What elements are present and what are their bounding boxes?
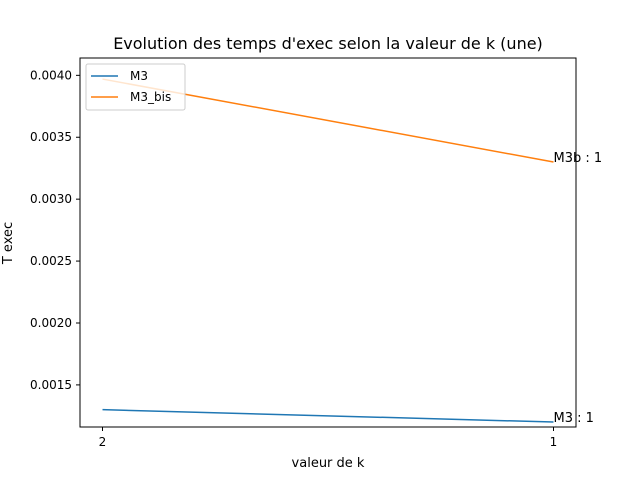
series-line-m3: [102, 408, 554, 423]
annotations: M3b : 1 M3 : 1: [554, 151, 603, 426]
legend-label: M3_bis: [130, 90, 171, 104]
y-ticks: 0.0015 0.0020 0.0025 0.0030 0.0035 0.0040: [30, 68, 80, 392]
series-layer: [102, 78, 554, 423]
x-tick-label: 1: [550, 435, 558, 449]
legend: M3 M3_bis: [85, 63, 186, 111]
y-tick-label: 0.0040: [30, 68, 72, 82]
chart-title: Evolution des temps d'exec selon la vale…: [113, 34, 543, 53]
annotation-label: M3 : 1: [554, 411, 594, 426]
x-axis-label: valeur de k: [292, 456, 365, 471]
y-tick-label: 0.0020: [30, 316, 72, 330]
legend-label: M3: [130, 69, 148, 83]
y-axis-label: T exec: [1, 222, 16, 265]
y-tick-label: 0.0035: [30, 130, 72, 144]
y-tick-label: 0.0030: [30, 192, 72, 206]
annotation-label: M3b : 1: [554, 151, 603, 166]
y-tick-label: 0.0025: [30, 254, 72, 268]
y-tick-label: 0.0015: [30, 378, 72, 392]
x-tick-label: 2: [99, 435, 107, 449]
plot-frame: [79, 57, 577, 428]
